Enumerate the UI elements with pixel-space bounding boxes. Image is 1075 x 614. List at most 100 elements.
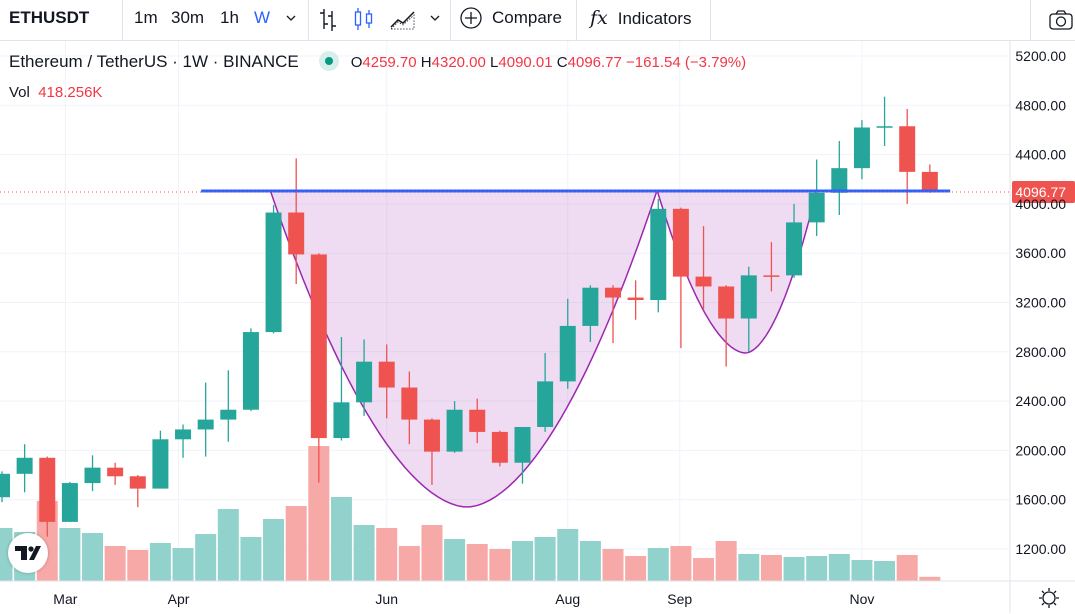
candle-body bbox=[808, 192, 825, 223]
volume-bar bbox=[263, 519, 285, 581]
candle-body bbox=[423, 419, 440, 452]
candle bbox=[197, 382, 214, 457]
volume-bar bbox=[421, 525, 443, 581]
candle bbox=[0, 471, 10, 503]
volume-bar bbox=[647, 548, 669, 581]
x-tick-label: Nov bbox=[849, 591, 874, 607]
candle bbox=[107, 462, 124, 485]
volume-bar bbox=[511, 541, 533, 581]
candle bbox=[265, 205, 282, 334]
volume-bar bbox=[489, 549, 511, 581]
candle-body bbox=[537, 381, 554, 427]
toolbar-divider bbox=[450, 0, 451, 40]
y-tick-label: 1200.00 bbox=[1015, 541, 1066, 557]
candle-body bbox=[876, 126, 893, 128]
candle bbox=[175, 424, 192, 458]
candle bbox=[310, 253, 327, 483]
volume-bar bbox=[466, 544, 488, 581]
candle bbox=[469, 398, 486, 444]
candle bbox=[876, 96, 893, 146]
volume-bar bbox=[376, 528, 398, 581]
candle-body bbox=[786, 222, 803, 276]
candle bbox=[605, 285, 622, 344]
volume-bar bbox=[330, 497, 352, 581]
high-label: H bbox=[420, 54, 432, 71]
volume-bar bbox=[806, 556, 828, 581]
change-value: −161.54 (−3.79%) bbox=[626, 54, 747, 71]
close-label: C bbox=[556, 54, 568, 71]
candle bbox=[582, 285, 599, 342]
symbol-search-button[interactable]: ETHUSDT bbox=[9, 8, 90, 27]
volume-bar bbox=[149, 543, 171, 581]
camera-snapshot-icon[interactable] bbox=[1048, 8, 1074, 32]
toolbar-divider bbox=[576, 0, 577, 40]
candle bbox=[514, 426, 531, 484]
candle bbox=[921, 164, 938, 193]
candle bbox=[242, 328, 259, 411]
y-tick-label: 4000.00 bbox=[1015, 196, 1066, 212]
y-tick-label: 2400.00 bbox=[1015, 393, 1066, 409]
candle-body bbox=[831, 168, 848, 193]
market-status-dot-icon[interactable] bbox=[318, 50, 339, 71]
toolbar-divider bbox=[710, 0, 711, 40]
cup-and-handle-drawing[interactable] bbox=[269, 190, 818, 508]
volume-legend: Vol 418.256K bbox=[9, 84, 102, 101]
volume-bar bbox=[715, 541, 737, 581]
cup-curve bbox=[269, 190, 658, 508]
volume-bar bbox=[217, 509, 239, 581]
interval-1h-button[interactable]: 1h bbox=[220, 8, 239, 27]
interval-dropdown-chevron-icon[interactable] bbox=[284, 0, 298, 40]
candle bbox=[401, 371, 418, 445]
candle bbox=[786, 203, 803, 278]
volume-bar bbox=[625, 556, 647, 581]
candle-body bbox=[107, 467, 124, 477]
candle-body bbox=[446, 409, 463, 452]
low-value: 4090.01 bbox=[498, 54, 553, 71]
candle bbox=[672, 207, 689, 349]
interval-w-button[interactable]: W bbox=[254, 8, 271, 27]
volume-bar bbox=[919, 576, 941, 581]
candle bbox=[627, 280, 644, 320]
volume-bars bbox=[0, 446, 941, 581]
volume-bar bbox=[828, 554, 850, 581]
candle bbox=[378, 344, 395, 419]
y-tick-label: 4400.00 bbox=[1015, 147, 1066, 163]
candle bbox=[718, 285, 735, 367]
volume-value: 418.256K bbox=[38, 84, 103, 101]
compare-button[interactable]: Compare bbox=[458, 0, 568, 40]
candle bbox=[559, 298, 576, 389]
interval-30m-button[interactable]: 30m bbox=[171, 8, 205, 27]
volume-bar bbox=[398, 546, 420, 581]
chart-type-dropdown-chevron-icon[interactable] bbox=[428, 0, 442, 40]
bars-chart-type-icon[interactable] bbox=[318, 0, 338, 40]
candle bbox=[446, 401, 463, 453]
candle bbox=[152, 430, 169, 489]
candle bbox=[61, 481, 78, 522]
fx-icon: fx bbox=[590, 7, 608, 29]
volume-bar bbox=[579, 541, 601, 581]
candles bbox=[0, 96, 938, 537]
settings-gear-icon[interactable] bbox=[1038, 587, 1060, 609]
interval-1m-button[interactable]: 1m bbox=[134, 8, 158, 27]
candle bbox=[220, 370, 237, 442]
x-tick-label: Aug bbox=[555, 591, 580, 607]
toolbar-divider bbox=[122, 0, 123, 40]
y-tick-label: 2000.00 bbox=[1015, 442, 1066, 458]
candle-body bbox=[718, 286, 735, 319]
area-chart-type-icon[interactable] bbox=[390, 0, 416, 40]
volume-bar bbox=[240, 537, 262, 581]
candles-chart-type-icon[interactable] bbox=[353, 0, 375, 40]
candle-body bbox=[695, 276, 712, 287]
candle-body bbox=[378, 361, 395, 388]
low-label: L bbox=[490, 54, 499, 71]
indicators-button[interactable]: fx Indicators bbox=[590, 0, 705, 40]
open-value: 4259.70 bbox=[362, 54, 417, 71]
tradingview-logo[interactable] bbox=[8, 533, 48, 573]
cup-fill bbox=[270, 190, 658, 507]
y-tick-label: 4800.00 bbox=[1015, 97, 1066, 113]
candle-body bbox=[401, 387, 418, 420]
candle-body bbox=[627, 297, 644, 301]
candle bbox=[763, 242, 780, 292]
candle-body bbox=[356, 361, 373, 403]
